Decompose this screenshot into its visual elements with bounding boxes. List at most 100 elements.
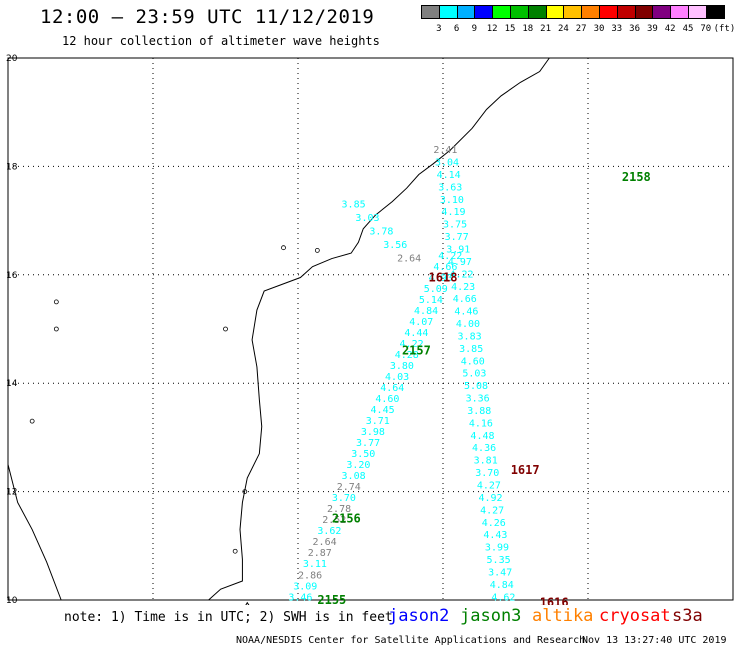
swh-reading: 4.22 bbox=[400, 339, 424, 350]
india-west-coast bbox=[7, 464, 62, 601]
swh-reading: 3.62 bbox=[317, 526, 341, 537]
lat-tick-label: 20 bbox=[6, 54, 18, 64]
coastline bbox=[7, 57, 550, 605]
scale-label: 9 bbox=[471, 24, 478, 34]
island-outline bbox=[223, 326, 228, 332]
swh-reading: 4.92 bbox=[478, 493, 502, 504]
scale-label: 27 bbox=[575, 24, 587, 34]
scale-label: 21 bbox=[540, 24, 552, 34]
swh-reading: 4.66 bbox=[433, 262, 457, 273]
swh-reading: 3.83 bbox=[458, 331, 482, 342]
scale-label: 42 bbox=[664, 24, 676, 34]
scale-label: 3 bbox=[436, 24, 442, 34]
swh-reading: 3.10 bbox=[440, 195, 464, 206]
swh-reading: 3.77 bbox=[445, 232, 469, 243]
wave-height-map: 757881848790201816141210 3.463.092.863.1… bbox=[6, 54, 734, 605]
swh-reading: 4.48 bbox=[470, 431, 494, 442]
swh-reading: 3.71 bbox=[366, 416, 390, 427]
swh-reading: 4.60 bbox=[375, 394, 399, 405]
swh-reading: 4.93 bbox=[429, 273, 453, 284]
lat-tick-label: 14 bbox=[6, 379, 18, 389]
scale-label: 45 bbox=[682, 24, 694, 34]
satellite-legend-jason3: jason3 bbox=[460, 606, 522, 626]
swh-reading: 3.91 bbox=[446, 245, 470, 256]
island-outline bbox=[242, 489, 248, 495]
swh-reading: 4.23 bbox=[451, 282, 475, 293]
swh-reading: 4.62 bbox=[491, 592, 515, 603]
swh-reading: 3.09 bbox=[293, 581, 317, 592]
swh-reading: 2.74 bbox=[337, 482, 361, 493]
sri-lanka-coast bbox=[245, 601, 250, 605]
satellite-legend-altika: altika bbox=[532, 606, 594, 626]
pass-label: 2157 bbox=[402, 344, 431, 358]
swh-reading: 4.60 bbox=[461, 356, 485, 367]
swh-reading: 4.22 bbox=[438, 251, 462, 262]
axis-ticks: 757881848790201816141210 bbox=[6, 54, 18, 605]
swh-reading: 4.27 bbox=[480, 505, 504, 516]
swh-reading: 4.14 bbox=[437, 170, 461, 181]
swh-reading: 4.43 bbox=[483, 530, 507, 541]
map-frame bbox=[7, 57, 734, 601]
swh-reading: 3.46 bbox=[288, 592, 312, 603]
island-outline bbox=[53, 299, 59, 305]
swh-reading: 3.47 bbox=[488, 567, 512, 578]
swh-reading: 3.80 bbox=[390, 361, 414, 372]
pass-label: 2156 bbox=[332, 512, 361, 526]
swh-reading: 3.63 bbox=[438, 182, 462, 193]
swh-reading: 5.08 bbox=[464, 381, 488, 392]
swh-reading: 3.85 bbox=[459, 344, 483, 355]
swh-reading: 4.27 bbox=[477, 481, 501, 492]
island-outline bbox=[29, 418, 35, 424]
island-outline bbox=[53, 326, 59, 332]
swh-reading: 4.46 bbox=[454, 307, 478, 318]
pass-label: 1616 bbox=[540, 596, 569, 605]
swh-reading: 4.36 bbox=[472, 443, 496, 454]
island-outline bbox=[281, 245, 286, 251]
scale-label: 36 bbox=[629, 24, 641, 34]
swh-reading: 3.78 bbox=[369, 226, 393, 237]
scale-label: 33 bbox=[611, 24, 623, 34]
footer-credit: NOAA/NESDIS Center for Satellite Applica… bbox=[236, 635, 586, 646]
swh-reading: 3.70 bbox=[475, 468, 499, 479]
swh-reading: 5.35 bbox=[487, 555, 511, 566]
scale-label: 39 bbox=[646, 24, 658, 34]
satellite-legend-s3a: s3a bbox=[672, 606, 703, 626]
page-subtitle: 12 hour collection of altimeter wave hei… bbox=[62, 34, 380, 48]
lat-tick-label: 12 bbox=[6, 488, 17, 498]
pass-label: 1617 bbox=[511, 463, 540, 477]
swh-reading: 4.64 bbox=[380, 383, 404, 394]
page-title: 12:00 – 23:59 UTC 11/12/2019 bbox=[40, 6, 375, 28]
swh-readings: 3.463.092.863.112.872.643.622.522.783.70… bbox=[288, 145, 515, 603]
swh-reading: 3.08 bbox=[342, 471, 366, 482]
swh-reading: 5.09 bbox=[424, 284, 448, 295]
swh-reading: 3.98 bbox=[361, 427, 385, 438]
footer-timestamp: Nov 13 13:27:40 UTC 2019 bbox=[582, 635, 727, 646]
scale-label: 24 bbox=[557, 24, 569, 34]
swh-reading: 4.03 bbox=[385, 372, 409, 383]
swh-reading: 2.86 bbox=[298, 570, 322, 581]
swh-reading: 4.00 bbox=[456, 319, 480, 330]
pass-labels: 2158 1618 2157 1617 2156 1616 2155 bbox=[317, 170, 650, 605]
swh-reading: 4.28 bbox=[395, 350, 419, 361]
swh-reading: 3.56 bbox=[383, 240, 407, 251]
swh-reading: 4.84 bbox=[414, 306, 438, 317]
swh-reading: 2.52 bbox=[322, 515, 346, 526]
scale-label: 15 bbox=[504, 24, 516, 34]
island-outline bbox=[314, 248, 320, 253]
swh-reading: 3.81 bbox=[474, 456, 498, 467]
scale-swatch bbox=[705, 5, 725, 19]
swh-reading: 3.88 bbox=[467, 406, 491, 417]
swh-reading: 4.16 bbox=[469, 418, 493, 429]
swh-reading: 3.03 bbox=[355, 213, 379, 224]
swh-reading: 3.75 bbox=[443, 220, 467, 231]
pass-label: 2155 bbox=[317, 593, 346, 605]
scale-label: 18 bbox=[522, 24, 534, 34]
scale-label: 12 bbox=[486, 24, 498, 34]
swh-reading: 4.19 bbox=[441, 207, 465, 218]
swh-reading: 4.22 bbox=[449, 269, 473, 280]
scale-label: 70 bbox=[700, 24, 712, 34]
satellite-legend-jason2: jason2 bbox=[388, 606, 450, 626]
lat-tick-label: 10 bbox=[6, 596, 18, 605]
pass-label: 1618 bbox=[429, 271, 458, 285]
india-east-coast bbox=[208, 57, 550, 601]
